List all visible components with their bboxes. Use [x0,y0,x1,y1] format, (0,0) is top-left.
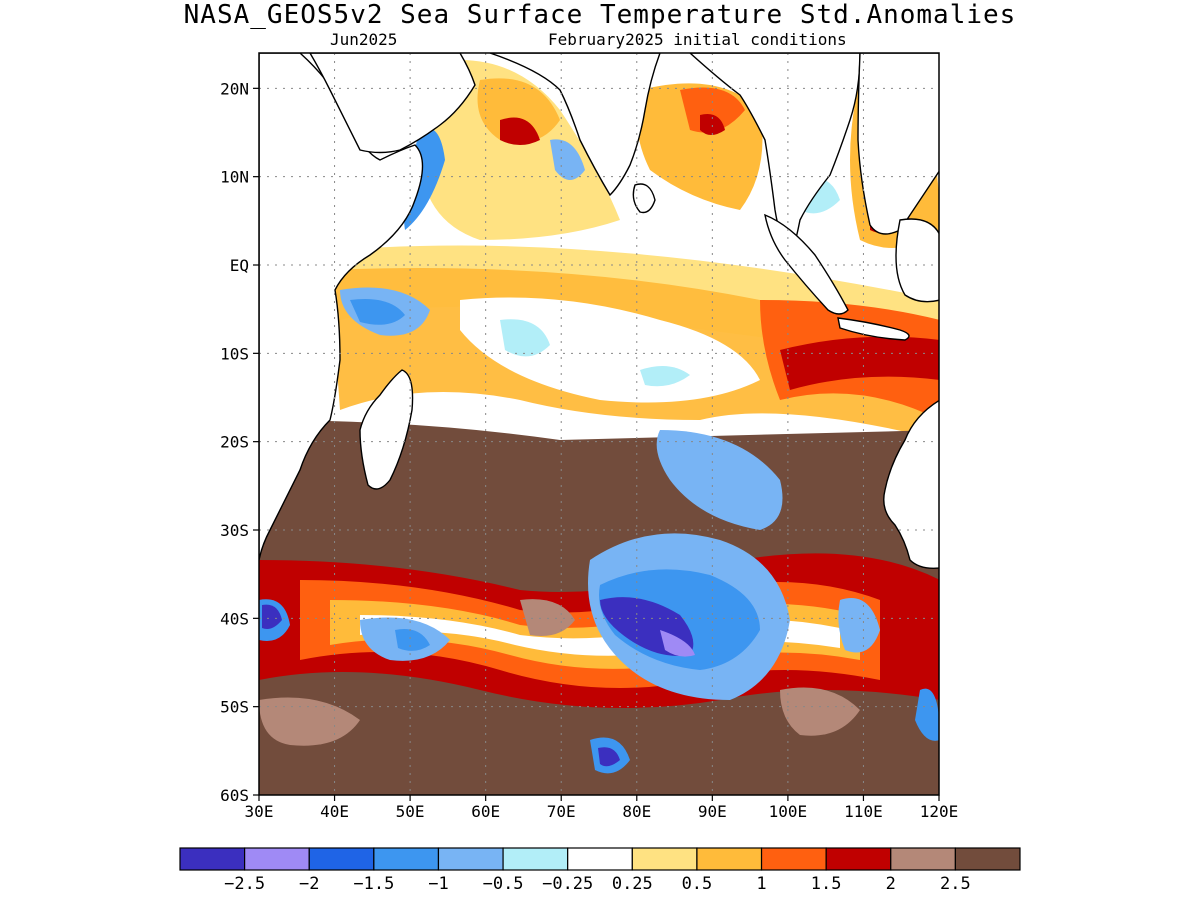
lat-tick-label: 30S [220,521,249,540]
anomaly-field [259,60,939,795]
land-java [837,317,910,341]
land-borneo [895,218,939,303]
colorbar-label: −0.5 [483,874,524,894]
colorbar-swatch [308,847,375,871]
anomaly-region [500,319,550,357]
colorbar-swatch [244,847,310,871]
lon-tick-label: 50E [396,802,425,821]
anomaly-region [780,687,860,736]
anomaly-region [915,688,939,741]
anomaly-region [420,60,620,240]
lat-tick-label: 50S [220,698,249,717]
colorbar-label: −0.25 [542,874,593,894]
anomaly-region [660,630,695,657]
colorbar-swatch [760,847,827,871]
lon-tick-label: 90E [698,802,727,821]
lon-tick-label: 80E [622,802,651,821]
land-sumatra [764,213,849,315]
map-area [259,53,939,795]
colorbar-label: 0.5 [682,874,713,894]
land-arabia [309,53,476,154]
land-indochina [857,53,939,235]
lat-tick-label: EQ [230,256,249,275]
colorbar-swatch [890,847,956,871]
lat-tick-label: 40S [220,609,249,628]
lon-tick-label: 30E [245,802,274,821]
anomaly-region [477,78,560,143]
anomaly-region [780,336,939,390]
lon-tick-label: 120E [920,802,959,821]
colorbar-label: 2.5 [940,874,971,894]
land-india [489,53,661,197]
anomaly-region [656,430,783,530]
lon-tick-label: 40E [320,802,349,821]
anomaly-region [350,299,405,325]
colorbar-label: −1 [428,874,448,894]
land-australia [883,399,939,570]
colorbar-label: −2.5 [224,874,265,894]
anomaly-region [838,598,880,653]
anomaly-region [520,599,575,636]
anomaly-region [550,139,585,180]
land-africa [259,53,424,561]
colorbar: −2.5 −2 −1.5 −1 −0.5 −0.25 0.25 0.5 1 1.5 2 2.5 [179,847,1021,894]
land-masses [259,53,939,570]
lat-tick-label: 10S [220,344,249,363]
colorbar-swatch [954,847,1021,871]
lat-axis: 20N 10N EQ 10S 20S 30S 40S 50S 60S [220,79,259,805]
colorbar-swatch [567,847,633,871]
land-madagascar [359,369,414,490]
anomaly-region [640,366,690,387]
grid-lines [259,53,939,795]
lat-tick-label: 10N [220,168,249,187]
colorbar-swatch [825,847,892,871]
anomaly-region [500,117,540,145]
land-srilanka [632,183,656,214]
lat-tick-label: 20N [220,79,249,98]
colorbar-swatch [696,847,763,871]
colorbar-label: 0.25 [612,874,653,894]
lon-tick-label: 70E [547,802,576,821]
lon-axis: 30E 40E 50E 60E 70E 80E 90E 100E 110E 120E [245,795,959,821]
anomaly-region [395,629,430,651]
anomaly-region [700,114,725,135]
colorbar-swatch [373,847,440,871]
colorbar-swatch [437,847,504,871]
lon-tick-label: 110E [844,802,883,821]
colorbar-swatch [502,847,569,871]
colorbar-label: −2 [299,874,319,894]
forecast-month: Jun2025 [330,30,398,49]
lon-tick-label: 60E [471,802,500,821]
colorbar-swatch [179,847,246,871]
map-title: NASA_GEOS5v2 Sea Surface Temperature Std… [183,0,1017,30]
colorbar-label: −1.5 [353,874,394,894]
lat-tick-label: 20S [220,433,249,452]
anomaly-region [598,747,620,767]
colorbar-label: 2 [886,874,896,894]
colorbar-label: 1.5 [811,874,842,894]
map-frame [258,52,940,796]
colorbar-swatch [631,847,698,871]
lon-tick-label: 100E [769,802,808,821]
anomaly-region [262,604,282,629]
colorbar-label: 1 [756,874,766,894]
initial-conditions: February2025 initial conditions [548,30,847,49]
lat-tick-label: 60S [220,786,249,805]
